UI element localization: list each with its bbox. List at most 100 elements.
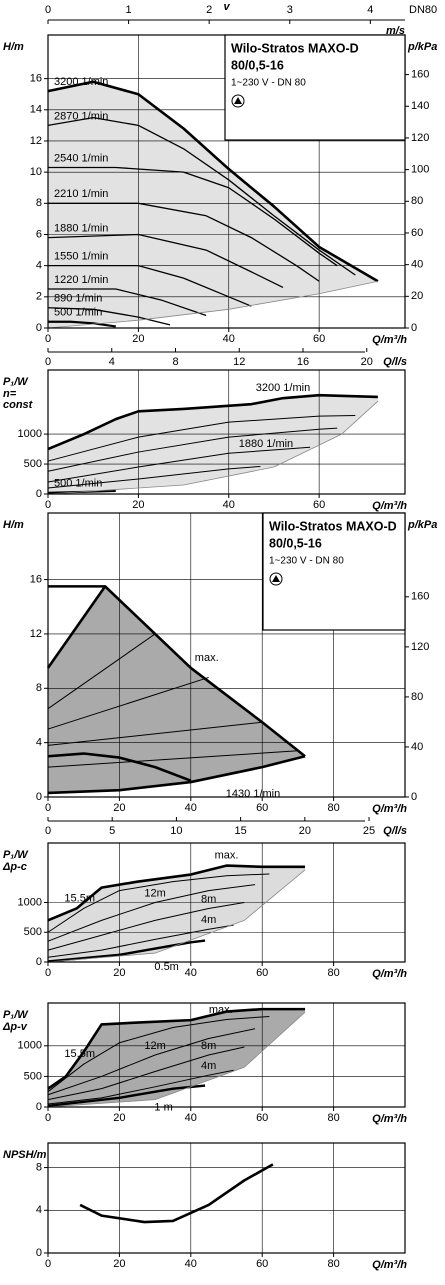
curve bbox=[47, 465, 261, 489]
curve-label: 500 1/min bbox=[54, 478, 102, 490]
x-tick-label: 80 bbox=[327, 1258, 339, 1270]
plot-border bbox=[47, 512, 406, 798]
x-tick-label: 40 bbox=[185, 967, 197, 979]
curve-label: 1220 1/min bbox=[54, 274, 108, 286]
curve bbox=[47, 750, 298, 768]
y-tick-label: 500 bbox=[24, 458, 42, 470]
curve-label: 0.5m bbox=[154, 961, 178, 973]
y-tick-label: 0 bbox=[36, 1101, 42, 1113]
x-tick-label: 0 bbox=[45, 802, 51, 814]
curve-label: 2540 1/min bbox=[54, 152, 108, 164]
subtitle: 80/0,5-16 bbox=[269, 536, 322, 550]
y-tick-label: 0 bbox=[36, 488, 42, 500]
top-tick-label: 2 bbox=[206, 4, 212, 16]
curve-label: 3200 1/min bbox=[54, 76, 108, 88]
x-axis-label: Q/m³/h bbox=[372, 334, 407, 346]
y2-axis-label: p/kPa bbox=[407, 519, 437, 531]
curve-label: 15.5m bbox=[64, 1048, 95, 1060]
x2-axis-label: Q/l/s bbox=[383, 356, 407, 368]
x-axis-label: Q/m³/h bbox=[372, 1113, 407, 1125]
curve bbox=[47, 864, 306, 922]
y-axis-label: H/m bbox=[3, 519, 24, 531]
title: Wilo-Stratos MAXO-D bbox=[269, 519, 397, 533]
curve bbox=[47, 924, 234, 958]
panel: 0 20 40 60 80 0 500 1000 max. 15.5m 12m 8m 4m 0.5m P₁/… bbox=[2, 842, 407, 980]
y2-tick-label: 40 bbox=[411, 741, 423, 753]
x2-tick-label: 12 bbox=[233, 356, 245, 368]
envelope-shade bbox=[48, 81, 378, 329]
y-axis-label: P₁/W bbox=[3, 376, 29, 388]
curve-label: 1880 1/min bbox=[54, 223, 108, 235]
y-axis-sublabel: Δp-v bbox=[2, 1021, 28, 1033]
x-axis-label: Q/m³/h bbox=[372, 1259, 407, 1271]
y2-tick-label: 80 bbox=[411, 691, 423, 703]
x-tick-label: 0 bbox=[45, 333, 51, 345]
y-axis-label: NPSH/m bbox=[3, 1149, 47, 1161]
curve bbox=[47, 307, 171, 326]
x-tick-label: 20 bbox=[113, 1258, 125, 1270]
x2-tick-label: 20 bbox=[361, 356, 373, 368]
curve bbox=[47, 884, 256, 942]
x-tick-label: 60 bbox=[256, 967, 268, 979]
x2-tick-label: 0 bbox=[45, 825, 51, 837]
x2-tick-label: 8 bbox=[172, 356, 178, 368]
y2-tick-label: 160 bbox=[411, 69, 429, 81]
top-tick-label: 4 bbox=[367, 4, 373, 16]
curve-label: 3200 1/min bbox=[256, 382, 310, 394]
x-tick-label: 80 bbox=[327, 967, 339, 979]
y-tick-label: 14 bbox=[30, 104, 42, 116]
curve-label: 500 1/min bbox=[54, 307, 102, 319]
x-tick-label: 20 bbox=[132, 499, 144, 511]
y-tick-label: 500 bbox=[24, 1070, 42, 1082]
y-axis-sublabel: Δp-c bbox=[2, 861, 27, 873]
curve-label: 2210 1/min bbox=[54, 188, 108, 200]
curve bbox=[47, 116, 356, 276]
y-tick-label: 10 bbox=[30, 166, 42, 178]
envelope-shade bbox=[48, 395, 378, 494]
x2-axis-label: Q/l/s bbox=[383, 825, 407, 837]
y2-tick-label: 100 bbox=[411, 164, 429, 176]
y-tick-label: 1000 bbox=[18, 896, 42, 908]
y-axis-label: H/m bbox=[3, 41, 24, 53]
curve bbox=[47, 490, 116, 494]
x-tick-label: 0 bbox=[45, 499, 51, 511]
panel: 0 20 40 60 80 0 500 1000 max. 15.5m 12m 8m 4m 1 m P₁/W… bbox=[2, 1002, 407, 1125]
y2-tick-label: 0 bbox=[411, 791, 417, 803]
y-tick-label: 12 bbox=[30, 628, 42, 640]
voltage: 1~230 V - DN 80 bbox=[231, 78, 306, 89]
y-tick-label: 8 bbox=[36, 682, 42, 694]
x-axis-label: Q/m³/h bbox=[372, 500, 407, 512]
x-tick-label: 40 bbox=[185, 802, 197, 814]
panel: 0 20 40 60024681012141602040608010012014016… bbox=[3, 1, 437, 368]
panel: 0 20 40 60 80048121604080120160p/kPamax.1430… bbox=[3, 512, 437, 837]
curve bbox=[47, 754, 306, 795]
curve bbox=[47, 1015, 270, 1093]
curve-label: 1430 1/min bbox=[226, 788, 280, 800]
x-tick-label: 0 bbox=[45, 967, 51, 979]
curve bbox=[47, 415, 356, 462]
x2-tick-label: 20 bbox=[299, 825, 311, 837]
curve bbox=[48, 288, 207, 317]
panel: 0 20 40 60 0 500 1000 3200 1/min 1880 1/min 500 1… bbox=[3, 369, 407, 512]
curve-label: 4m bbox=[201, 914, 216, 926]
y-tick-label: 16 bbox=[30, 573, 42, 585]
curve bbox=[47, 1069, 234, 1105]
x2-tick-label: 15 bbox=[235, 825, 247, 837]
curve-label: 1 m bbox=[154, 1102, 172, 1114]
curve bbox=[47, 1007, 306, 1090]
x-tick-label: 0 bbox=[45, 1258, 51, 1270]
curve bbox=[47, 902, 245, 951]
pump-icon-arrow bbox=[234, 97, 242, 104]
x-tick-label: 60 bbox=[313, 333, 325, 345]
curve bbox=[47, 233, 284, 289]
x2-tick-label: 5 bbox=[109, 825, 115, 837]
y2-tick-label: 140 bbox=[411, 100, 429, 112]
x2-tick-label: 0 bbox=[45, 356, 51, 368]
curve-label: max. bbox=[195, 652, 219, 664]
curve-label: 1550 1/min bbox=[54, 251, 108, 263]
curve bbox=[47, 721, 263, 746]
top-axis-note: DN80 bbox=[409, 4, 437, 16]
envelope-shade bbox=[48, 586, 306, 793]
curve-label: 15.5m bbox=[64, 892, 95, 904]
